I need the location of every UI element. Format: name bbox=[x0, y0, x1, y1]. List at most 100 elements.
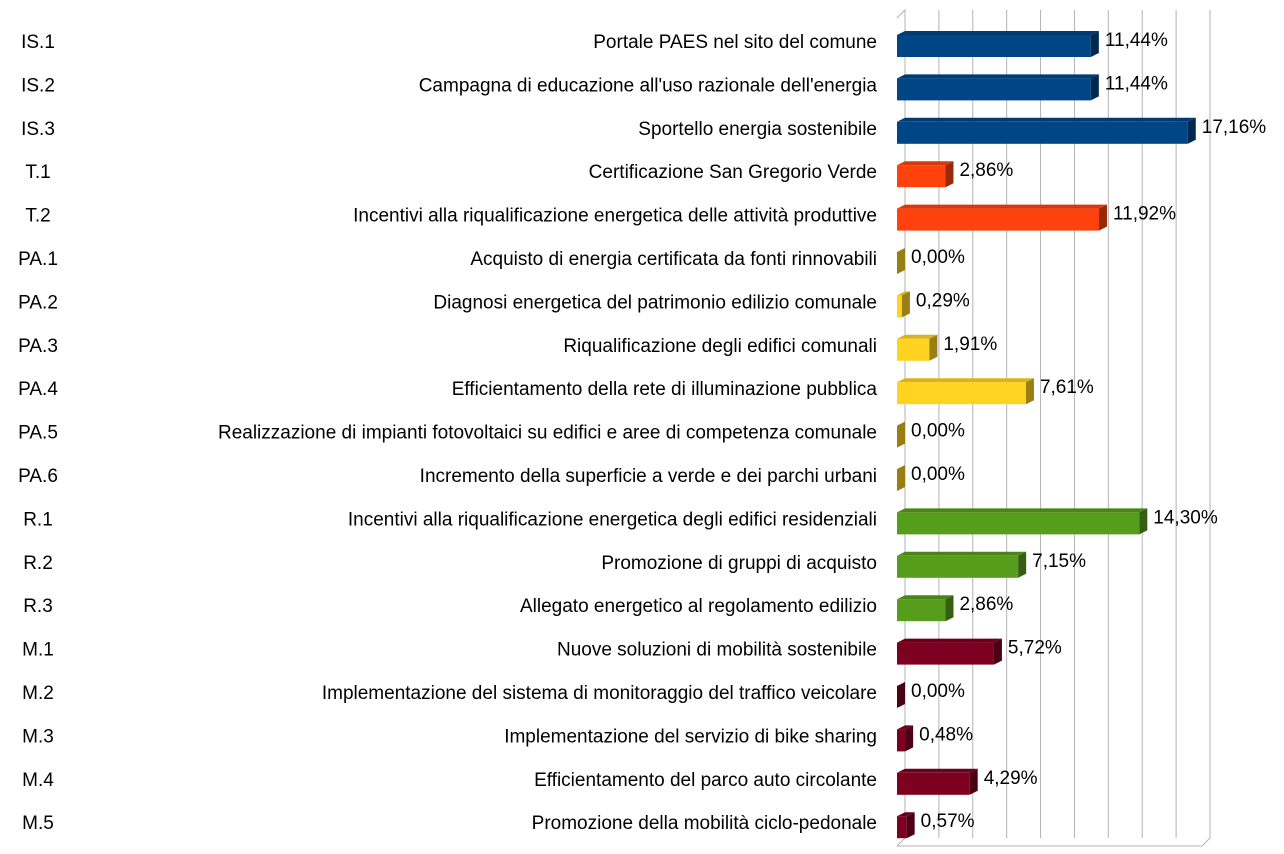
category-label: Portale PAES nel sito del comune bbox=[593, 32, 877, 53]
bar bbox=[897, 378, 1034, 405]
data-label: 11,92% bbox=[1113, 204, 1176, 225]
category-label: Implementazione del sistema di monitorag… bbox=[322, 683, 877, 704]
category-code: T.2 bbox=[25, 206, 50, 227]
bar-top bbox=[897, 161, 954, 166]
category-label: Promozione della mobilità ciclo-pedonale bbox=[532, 813, 877, 834]
data-label: 14,30% bbox=[1153, 507, 1218, 528]
data-label: 7,61% bbox=[1040, 377, 1094, 398]
bar-front bbox=[897, 165, 946, 188]
bar-front bbox=[897, 295, 902, 318]
category-code: M.2 bbox=[22, 683, 54, 704]
bar-side bbox=[929, 334, 938, 361]
bar bbox=[897, 725, 914, 752]
bar-side bbox=[969, 768, 978, 795]
data-label: 11,44% bbox=[1105, 73, 1168, 94]
bar-top bbox=[897, 551, 1027, 556]
plot-floor bbox=[897, 837, 1211, 847]
category-label: Incentivi alla riqualificazione energeti… bbox=[353, 206, 877, 227]
category-code: PA.4 bbox=[18, 379, 58, 400]
bar-top bbox=[897, 378, 1034, 383]
bar-front bbox=[897, 512, 1140, 535]
category-code: PA.2 bbox=[18, 292, 58, 313]
bar-side bbox=[1025, 378, 1034, 405]
bar-side bbox=[897, 248, 905, 274]
category-code: PA.1 bbox=[18, 249, 58, 270]
bar-top bbox=[897, 204, 1107, 209]
bar-front bbox=[897, 78, 1091, 101]
bar bbox=[897, 74, 1099, 101]
bar bbox=[897, 291, 910, 318]
bar-side bbox=[905, 725, 914, 752]
category-code: IS.3 bbox=[21, 119, 55, 140]
bar-side bbox=[993, 638, 1002, 665]
bar-top bbox=[897, 812, 915, 817]
bar-front bbox=[897, 382, 1026, 405]
category-code: PA.3 bbox=[18, 336, 58, 357]
bar bbox=[897, 117, 1196, 144]
category-label: Acquisto di energia certificata da fonti… bbox=[470, 249, 877, 270]
bar-side bbox=[901, 291, 910, 318]
bar-side bbox=[897, 465, 905, 491]
bar-side bbox=[1090, 31, 1099, 57]
bar-top bbox=[897, 334, 938, 339]
bar bbox=[897, 682, 905, 708]
bar-side bbox=[906, 812, 915, 839]
bar bbox=[897, 508, 1148, 535]
category-label: Realizzazione di impianti fotovoltaici s… bbox=[218, 423, 877, 444]
data-label: 5,72% bbox=[1008, 638, 1062, 659]
category-code: T.1 bbox=[25, 162, 50, 183]
bar-front bbox=[897, 555, 1019, 578]
data-label: 0,48% bbox=[919, 724, 973, 745]
data-label: 11,44% bbox=[1105, 30, 1168, 51]
bar-top bbox=[897, 595, 954, 600]
category-code: R.3 bbox=[23, 596, 53, 617]
bar-side bbox=[945, 161, 954, 188]
bar-top bbox=[897, 74, 1099, 79]
category-code: IS.1 bbox=[21, 32, 55, 53]
bar-side bbox=[897, 421, 905, 448]
bar-front bbox=[897, 642, 994, 665]
data-label: 0,00% bbox=[911, 421, 965, 442]
category-label: Nuove soluzioni di mobilità sostenibile bbox=[557, 640, 877, 661]
bar bbox=[897, 161, 954, 188]
bar-front bbox=[897, 121, 1188, 144]
data-label: 2,86% bbox=[959, 160, 1013, 181]
data-label: 4,29% bbox=[984, 768, 1038, 789]
bar-front bbox=[897, 729, 906, 752]
bar bbox=[897, 421, 905, 448]
category-code: M.5 bbox=[22, 813, 54, 834]
bar bbox=[897, 768, 978, 795]
category-code: R.1 bbox=[23, 509, 53, 530]
bar-front bbox=[897, 208, 1099, 231]
bar-front bbox=[897, 35, 1091, 57]
bar bbox=[897, 551, 1027, 578]
category-code: IS.2 bbox=[21, 75, 55, 96]
category-code: M.4 bbox=[22, 770, 54, 791]
category-label: Diagnosi energetica del patrimonio edili… bbox=[433, 292, 877, 313]
category-code: PA.5 bbox=[18, 423, 58, 444]
category-code: M.1 bbox=[22, 640, 54, 661]
category-label: Sportello energia sostenibile bbox=[638, 119, 877, 140]
category-code: PA.6 bbox=[18, 466, 58, 487]
bar-front bbox=[897, 599, 946, 622]
bar bbox=[897, 595, 954, 622]
bar bbox=[897, 248, 905, 274]
data-label: 1,91% bbox=[943, 334, 997, 355]
bar-side bbox=[1098, 204, 1107, 231]
bar-top bbox=[897, 291, 910, 296]
bar-side bbox=[1139, 508, 1148, 535]
bar-front bbox=[897, 338, 930, 361]
bar-side bbox=[1187, 117, 1196, 144]
data-label: 2,86% bbox=[959, 594, 1013, 615]
bar bbox=[897, 465, 905, 491]
category-code: M.3 bbox=[22, 726, 54, 747]
bar bbox=[897, 334, 938, 361]
bar-top bbox=[897, 725, 914, 730]
bar-side bbox=[897, 682, 905, 708]
bar bbox=[897, 638, 1002, 665]
bar-top bbox=[897, 768, 978, 773]
data-label: 0,29% bbox=[916, 290, 970, 311]
bar-top bbox=[897, 508, 1148, 513]
category-label: Campagna di educazione all'uso razionale… bbox=[419, 75, 878, 96]
category-label: Implementazione del servizio di bike sha… bbox=[504, 726, 877, 747]
